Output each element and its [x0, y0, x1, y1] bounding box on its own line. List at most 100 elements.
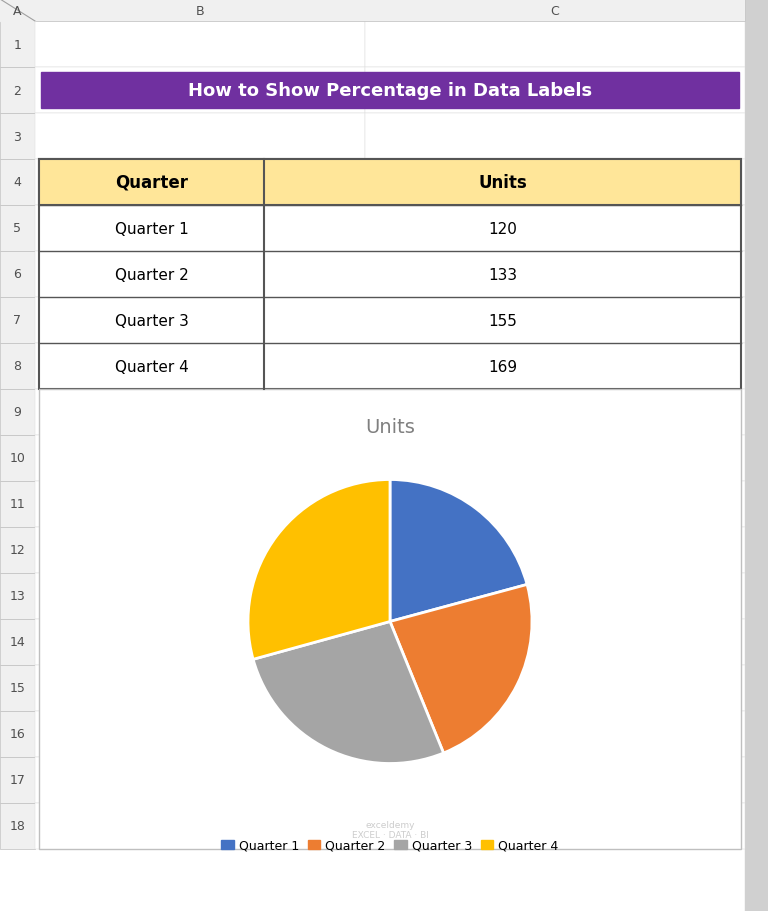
- Bar: [365, 298, 745, 343]
- Bar: [365, 22, 745, 68]
- Text: 17: 17: [9, 773, 25, 786]
- Text: exceldemy
EXCEL · DATA · BI: exceldemy EXCEL · DATA · BI: [352, 820, 429, 839]
- Bar: [35, 22, 365, 68]
- Bar: [0, 0, 35, 22]
- Text: 8: 8: [14, 360, 22, 374]
- Bar: [35, 482, 365, 527]
- Bar: [365, 343, 745, 390]
- Wedge shape: [390, 585, 532, 753]
- Text: B: B: [196, 5, 204, 17]
- Bar: [35, 435, 365, 482]
- Bar: [35, 619, 365, 665]
- Text: 18: 18: [9, 820, 25, 833]
- Text: 2: 2: [14, 85, 22, 97]
- Text: A: A: [13, 5, 22, 17]
- Text: 5: 5: [14, 222, 22, 235]
- Text: 4: 4: [14, 177, 22, 189]
- Text: Quarter 4: Quarter 4: [114, 359, 188, 374]
- Text: 133: 133: [488, 267, 517, 282]
- Bar: [0, 711, 35, 757]
- Text: 15: 15: [9, 681, 25, 695]
- Bar: [365, 482, 745, 527]
- Bar: [35, 711, 365, 757]
- Bar: [365, 435, 745, 482]
- Text: 14: 14: [10, 636, 25, 649]
- Bar: [365, 114, 745, 159]
- Bar: [0, 665, 35, 711]
- Bar: [0, 482, 35, 527]
- Bar: [39, 159, 741, 390]
- Bar: [41, 73, 739, 109]
- Bar: [0, 159, 35, 206]
- Bar: [365, 573, 745, 619]
- Text: 1: 1: [14, 38, 22, 51]
- Bar: [35, 665, 365, 711]
- Text: 6: 6: [14, 268, 22, 281]
- Text: 7: 7: [14, 314, 22, 327]
- Bar: [35, 114, 365, 159]
- Bar: [0, 0, 745, 22]
- Text: 10: 10: [9, 452, 25, 465]
- Text: 16: 16: [10, 728, 25, 741]
- Bar: [35, 298, 365, 343]
- Bar: [365, 757, 745, 804]
- Bar: [0, 206, 35, 251]
- Wedge shape: [390, 480, 527, 622]
- Text: 12: 12: [10, 544, 25, 557]
- Bar: [365, 390, 745, 435]
- Text: 9: 9: [14, 406, 22, 419]
- Text: How to Show Percentage in Data Labels: How to Show Percentage in Data Labels: [188, 82, 592, 100]
- Bar: [365, 665, 745, 711]
- Text: 120: 120: [488, 221, 517, 236]
- Bar: [39, 390, 741, 849]
- Bar: [365, 804, 745, 849]
- Text: 169: 169: [488, 359, 517, 374]
- Bar: [35, 343, 365, 390]
- Bar: [0, 527, 35, 573]
- Polygon shape: [0, 0, 35, 22]
- Text: 155: 155: [488, 313, 517, 328]
- Bar: [365, 527, 745, 573]
- Bar: [0, 435, 35, 482]
- Bar: [0, 757, 35, 804]
- Bar: [35, 757, 365, 804]
- Bar: [0, 390, 35, 435]
- Text: C: C: [551, 5, 559, 17]
- Bar: [35, 390, 365, 435]
- Bar: [365, 711, 745, 757]
- Bar: [0, 298, 35, 343]
- Bar: [39, 159, 741, 206]
- Text: Units: Units: [365, 417, 415, 436]
- Bar: [0, 573, 35, 619]
- Bar: [365, 68, 745, 114]
- Bar: [35, 159, 365, 206]
- Wedge shape: [248, 480, 390, 660]
- Bar: [0, 343, 35, 390]
- Text: Quarter 3: Quarter 3: [114, 313, 188, 328]
- Text: Quarter 2: Quarter 2: [114, 267, 188, 282]
- Bar: [35, 527, 365, 573]
- Bar: [35, 251, 365, 298]
- Bar: [0, 251, 35, 298]
- Bar: [0, 22, 35, 68]
- Bar: [0, 804, 35, 849]
- Text: Quarter 1: Quarter 1: [114, 221, 188, 236]
- Bar: [35, 573, 365, 619]
- Bar: [35, 206, 365, 251]
- Bar: [365, 206, 745, 251]
- Bar: [745, 0, 768, 911]
- Text: 3: 3: [14, 130, 22, 143]
- Bar: [365, 159, 745, 206]
- Bar: [365, 619, 745, 665]
- Text: 13: 13: [10, 589, 25, 603]
- Legend: Quarter 1, Quarter 2, Quarter 3, Quarter 4: Quarter 1, Quarter 2, Quarter 3, Quarter…: [217, 834, 564, 856]
- Bar: [35, 68, 365, 114]
- Bar: [0, 114, 35, 159]
- Wedge shape: [253, 622, 444, 763]
- Bar: [0, 619, 35, 665]
- Bar: [0, 68, 35, 114]
- Text: Quarter: Quarter: [115, 174, 188, 192]
- Text: 11: 11: [10, 498, 25, 511]
- Bar: [365, 251, 745, 298]
- Bar: [35, 804, 365, 849]
